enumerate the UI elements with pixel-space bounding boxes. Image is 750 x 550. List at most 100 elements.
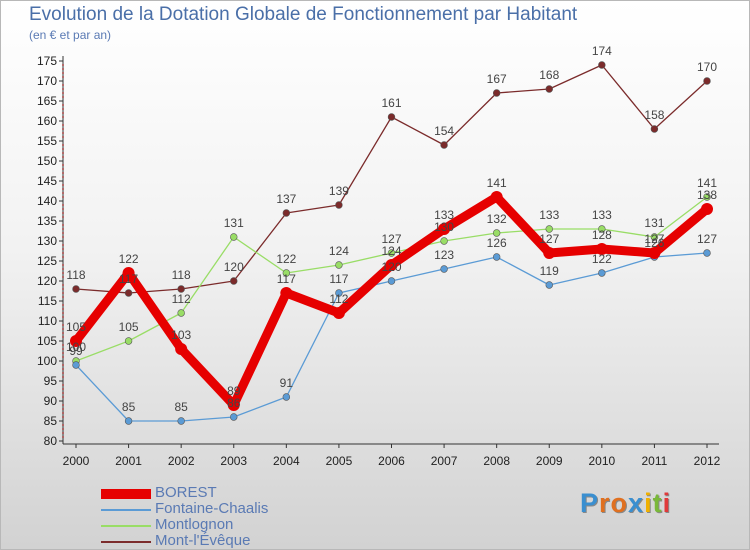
x-tick-label: 2007 xyxy=(431,454,458,468)
logo-letter: x xyxy=(628,488,645,518)
data-label: 167 xyxy=(487,72,507,86)
data-label: 89 xyxy=(227,384,241,398)
data-point xyxy=(492,89,501,97)
y-tick-label: 110 xyxy=(38,314,57,328)
x-tick-label: 2004 xyxy=(273,454,300,468)
data-label: 120 xyxy=(381,260,401,274)
data-label: 99 xyxy=(69,344,83,358)
data-point xyxy=(438,223,451,235)
x-tick-label: 2012 xyxy=(694,454,721,468)
data-label: 128 xyxy=(592,228,612,242)
y-tick-label: 165 xyxy=(37,94,57,108)
data-point xyxy=(701,203,713,215)
data-point xyxy=(282,269,291,277)
data-point xyxy=(282,209,291,217)
y-tick-label: 175 xyxy=(37,54,57,68)
data-point xyxy=(440,141,448,149)
y-tick-label: 135 xyxy=(37,214,57,228)
data-point xyxy=(72,285,80,293)
legend-swatch xyxy=(101,541,151,543)
data-label: 85 xyxy=(174,400,188,414)
data-point xyxy=(332,307,345,319)
data-label: 127 xyxy=(539,232,559,246)
y-tick-label: 130 xyxy=(37,234,57,248)
data-label: 168 xyxy=(539,68,559,82)
legend-label: Mont-l'Évêque xyxy=(155,532,251,549)
legend-swatch xyxy=(101,509,151,511)
x-tick-label: 2000 xyxy=(63,454,90,468)
data-point xyxy=(545,85,553,93)
data-label: 131 xyxy=(224,216,244,230)
data-label: 117 xyxy=(329,272,348,286)
data-point xyxy=(543,247,556,259)
data-label: 86 xyxy=(227,396,241,410)
y-tick-label: 150 xyxy=(37,154,57,168)
x-tick-label: 2005 xyxy=(326,454,353,468)
data-label: 112 xyxy=(172,292,191,306)
data-point xyxy=(230,277,238,285)
data-point xyxy=(545,225,553,233)
data-point xyxy=(72,361,80,369)
legend-label: BOREST xyxy=(155,484,217,501)
y-tick-label: 80 xyxy=(44,434,58,448)
data-label: 170 xyxy=(697,60,717,74)
data-point xyxy=(385,259,398,271)
data-label: 154 xyxy=(434,124,454,138)
data-label: 122 xyxy=(119,252,139,266)
y-tick-label: 160 xyxy=(37,114,57,128)
data-point xyxy=(282,393,291,401)
data-label: 132 xyxy=(487,212,507,226)
legend-swatch xyxy=(101,489,151,499)
data-point xyxy=(595,243,608,255)
data-label: 103 xyxy=(171,328,191,342)
data-label: 158 xyxy=(644,108,664,122)
data-point xyxy=(177,285,185,293)
data-label: 141 xyxy=(697,176,717,190)
data-label: 137 xyxy=(276,192,296,206)
data-point xyxy=(598,269,606,277)
y-tick-label: 95 xyxy=(44,374,58,388)
x-tick-label: 2008 xyxy=(483,454,510,468)
x-tick-label: 2002 xyxy=(168,454,195,468)
logo-letter: i xyxy=(662,488,672,518)
data-point xyxy=(335,201,343,209)
proxiti-logo: Proxiti xyxy=(580,488,671,519)
data-point xyxy=(177,417,185,425)
data-label: 131 xyxy=(644,216,664,230)
data-label: 122 xyxy=(592,252,612,266)
y-tick-label: 140 xyxy=(37,194,57,208)
y-tick-label: 170 xyxy=(37,74,57,88)
x-tick-label: 2009 xyxy=(536,454,563,468)
legend-label: Fontaine-Chaalis xyxy=(155,500,269,517)
logo-letter: t xyxy=(652,488,663,518)
data-point xyxy=(230,233,238,241)
data-label: 133 xyxy=(434,208,454,222)
data-point xyxy=(124,417,133,425)
data-label: 124 xyxy=(381,244,401,258)
data-point xyxy=(175,343,188,355)
logo-letter: i xyxy=(644,488,653,518)
logo-letter: r xyxy=(599,488,611,518)
data-point xyxy=(703,249,711,257)
y-tick-label: 100 xyxy=(37,354,57,368)
data-point xyxy=(227,399,240,411)
x-tick-label: 2001 xyxy=(115,454,142,468)
data-point xyxy=(598,225,606,233)
data-point xyxy=(490,191,503,203)
data-point xyxy=(122,267,135,279)
x-tick-label: 2010 xyxy=(588,454,615,468)
data-point xyxy=(335,289,343,297)
data-label: 118 xyxy=(172,268,191,282)
chart-subtitle: (en € et par an) xyxy=(29,28,112,42)
y-tick-label: 125 xyxy=(37,254,57,268)
data-point xyxy=(70,335,82,347)
data-point xyxy=(492,229,501,237)
data-point xyxy=(124,337,133,345)
data-point xyxy=(703,77,711,85)
data-point xyxy=(124,289,133,297)
y-tick-label: 115 xyxy=(38,294,57,308)
data-point xyxy=(177,309,185,317)
data-label: 174 xyxy=(592,44,612,58)
data-point xyxy=(387,277,396,285)
